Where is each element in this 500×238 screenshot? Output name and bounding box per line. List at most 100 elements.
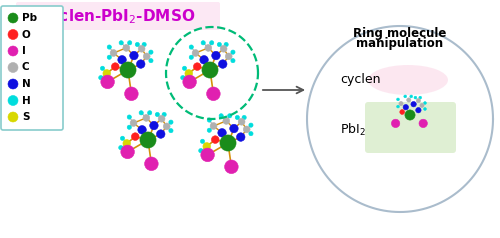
Circle shape [164,123,170,130]
Circle shape [182,66,186,70]
Circle shape [206,87,220,101]
Circle shape [231,50,235,54]
Circle shape [107,77,112,81]
Circle shape [183,75,196,89]
Text: O: O [22,30,31,40]
Text: N: N [22,79,31,89]
Circle shape [141,135,150,144]
Circle shape [140,132,156,148]
Circle shape [220,135,236,151]
Circle shape [8,95,18,105]
Circle shape [203,65,211,73]
Circle shape [189,77,194,81]
Circle shape [156,130,165,138]
Circle shape [149,50,153,54]
Circle shape [244,126,250,133]
Circle shape [123,45,130,51]
Polygon shape [307,26,493,212]
Circle shape [112,63,119,70]
Circle shape [100,66,104,70]
Circle shape [212,136,219,144]
Circle shape [419,96,422,99]
Circle shape [236,133,245,141]
Circle shape [123,139,130,147]
Circle shape [202,62,218,78]
Circle shape [424,102,426,104]
Circle shape [138,126,146,134]
Text: cyclen-PbI$_2$-DMSO: cyclen-PbI$_2$-DMSO [40,6,196,25]
Text: I: I [22,46,26,56]
Circle shape [192,50,199,56]
Circle shape [101,75,114,89]
Circle shape [120,136,124,140]
Circle shape [169,120,173,124]
Circle shape [8,79,18,89]
Circle shape [128,41,132,45]
Circle shape [121,145,134,159]
Circle shape [220,45,227,52]
Circle shape [149,59,153,63]
Circle shape [127,115,132,119]
Circle shape [396,98,400,101]
Circle shape [210,123,217,129]
Circle shape [238,118,245,125]
Circle shape [119,41,124,45]
Circle shape [231,59,235,63]
Circle shape [420,103,424,108]
Circle shape [249,123,253,127]
Circle shape [414,96,417,99]
Circle shape [399,101,403,106]
Circle shape [124,87,138,101]
Circle shape [130,120,137,126]
Circle shape [158,115,165,122]
Circle shape [121,65,130,73]
Circle shape [416,108,421,113]
Circle shape [219,114,224,118]
Circle shape [198,149,203,153]
Circle shape [212,51,220,60]
Circle shape [142,42,146,47]
Circle shape [107,45,112,49]
Circle shape [144,157,158,171]
Circle shape [235,115,240,120]
Circle shape [98,75,103,80]
Circle shape [224,160,238,174]
Circle shape [207,150,212,154]
Text: S: S [22,112,30,122]
Circle shape [201,148,214,162]
Circle shape [210,41,214,45]
Circle shape [130,51,138,60]
Text: Pb: Pb [22,13,37,23]
Circle shape [8,112,18,122]
Circle shape [107,55,112,59]
Circle shape [396,105,400,108]
Circle shape [207,118,212,122]
Circle shape [410,95,412,98]
Circle shape [406,111,411,116]
FancyBboxPatch shape [365,102,456,153]
Circle shape [201,41,205,45]
Circle shape [127,147,132,151]
Circle shape [150,121,158,130]
Circle shape [189,45,194,49]
Circle shape [189,55,194,59]
Circle shape [404,95,406,98]
Circle shape [118,145,123,150]
Circle shape [224,42,228,47]
Circle shape [405,110,415,120]
Circle shape [242,115,246,120]
Ellipse shape [368,65,448,95]
Circle shape [132,133,139,140]
Circle shape [127,125,132,129]
Text: PbI$_2$: PbI$_2$ [340,122,366,138]
Circle shape [162,112,166,117]
Circle shape [148,111,152,115]
Text: manipulation: manipulation [356,38,444,50]
Circle shape [416,99,420,103]
Circle shape [139,111,143,115]
Circle shape [223,118,230,124]
Circle shape [103,69,110,77]
Circle shape [217,42,222,47]
Circle shape [200,55,208,64]
Circle shape [135,42,140,47]
